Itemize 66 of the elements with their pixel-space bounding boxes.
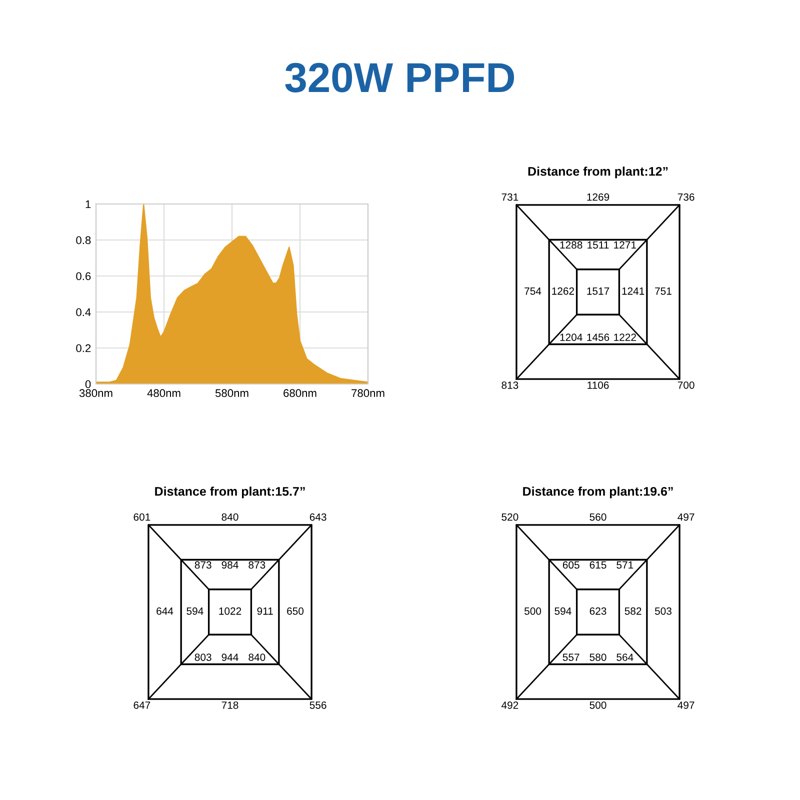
text: 594 <box>554 607 572 615</box>
text: 751 <box>655 288 672 295</box>
text: 840 <box>248 654 266 661</box>
text: 605 <box>562 561 580 569</box>
text: 1222 <box>614 334 636 341</box>
text: 497 <box>678 513 694 521</box>
text: 1288 <box>560 241 582 249</box>
text: 1271 <box>614 241 636 249</box>
text: 1269 <box>587 193 610 201</box>
text: 520 <box>502 513 518 521</box>
x-tick-label: 780nm <box>352 389 384 398</box>
text: Distance from plant:15.7” <box>155 486 305 498</box>
text: 1262 <box>552 287 574 295</box>
x-tick-label: 380nm <box>79 389 112 398</box>
text: 873 <box>194 561 212 569</box>
text: 557 <box>562 654 580 661</box>
text: 1511 <box>588 241 609 249</box>
y-tick-label: 0.4 <box>76 308 91 316</box>
text: 503 <box>654 607 672 615</box>
text: 911 <box>257 607 273 615</box>
y-tick-label: 0.8 <box>76 236 91 244</box>
text: 580 <box>590 654 606 661</box>
text: 700 <box>678 381 694 389</box>
text: 1241 <box>622 287 644 295</box>
text: 594 <box>186 607 204 615</box>
text: 644 <box>156 607 174 615</box>
chart-title: 320W PPFD <box>285 62 514 92</box>
text: 601 <box>134 513 150 521</box>
text: 1456 <box>587 334 610 341</box>
text: Distance from plant:12” <box>528 166 668 178</box>
text: Distance from plant:19.6” <box>523 486 673 498</box>
x-tick-label: 580nm <box>215 389 248 398</box>
text: 582 <box>624 607 642 615</box>
text: 500 <box>524 607 542 615</box>
y-tick-label: 1 <box>86 200 91 208</box>
text: 650 <box>287 607 304 615</box>
text: 564 <box>616 654 634 661</box>
text: 500 <box>590 701 606 709</box>
text: 1517 <box>587 288 610 295</box>
text: 556 <box>310 701 326 709</box>
text: 623 <box>590 607 606 615</box>
text: 840 <box>222 513 238 521</box>
y-tick-label: 0.6 <box>76 272 91 280</box>
text: 944 <box>222 654 238 661</box>
text: 731 <box>502 193 518 201</box>
x-tick-label: 480nm <box>147 389 180 398</box>
text: 803 <box>194 654 212 661</box>
text: 497 <box>678 701 694 709</box>
text: 1204 <box>560 334 582 341</box>
text: 813 <box>502 381 518 389</box>
text: 560 <box>590 513 606 521</box>
text: 571 <box>616 561 634 569</box>
text: 718 <box>222 701 238 709</box>
text: 1022 <box>219 607 242 615</box>
text: 643 <box>310 513 326 521</box>
text: 1106 <box>588 381 609 389</box>
text: 736 <box>678 193 694 201</box>
text: 615 <box>590 561 606 569</box>
text: 647 <box>134 701 150 709</box>
text: 873 <box>248 561 266 569</box>
text: 754 <box>524 288 542 295</box>
y-tick-label: 0.2 <box>76 344 91 352</box>
y-tick-label: 0 <box>85 380 91 388</box>
text: 984 <box>222 561 238 569</box>
x-tick-label: 680nm <box>284 389 316 398</box>
text: 492 <box>501 701 518 709</box>
